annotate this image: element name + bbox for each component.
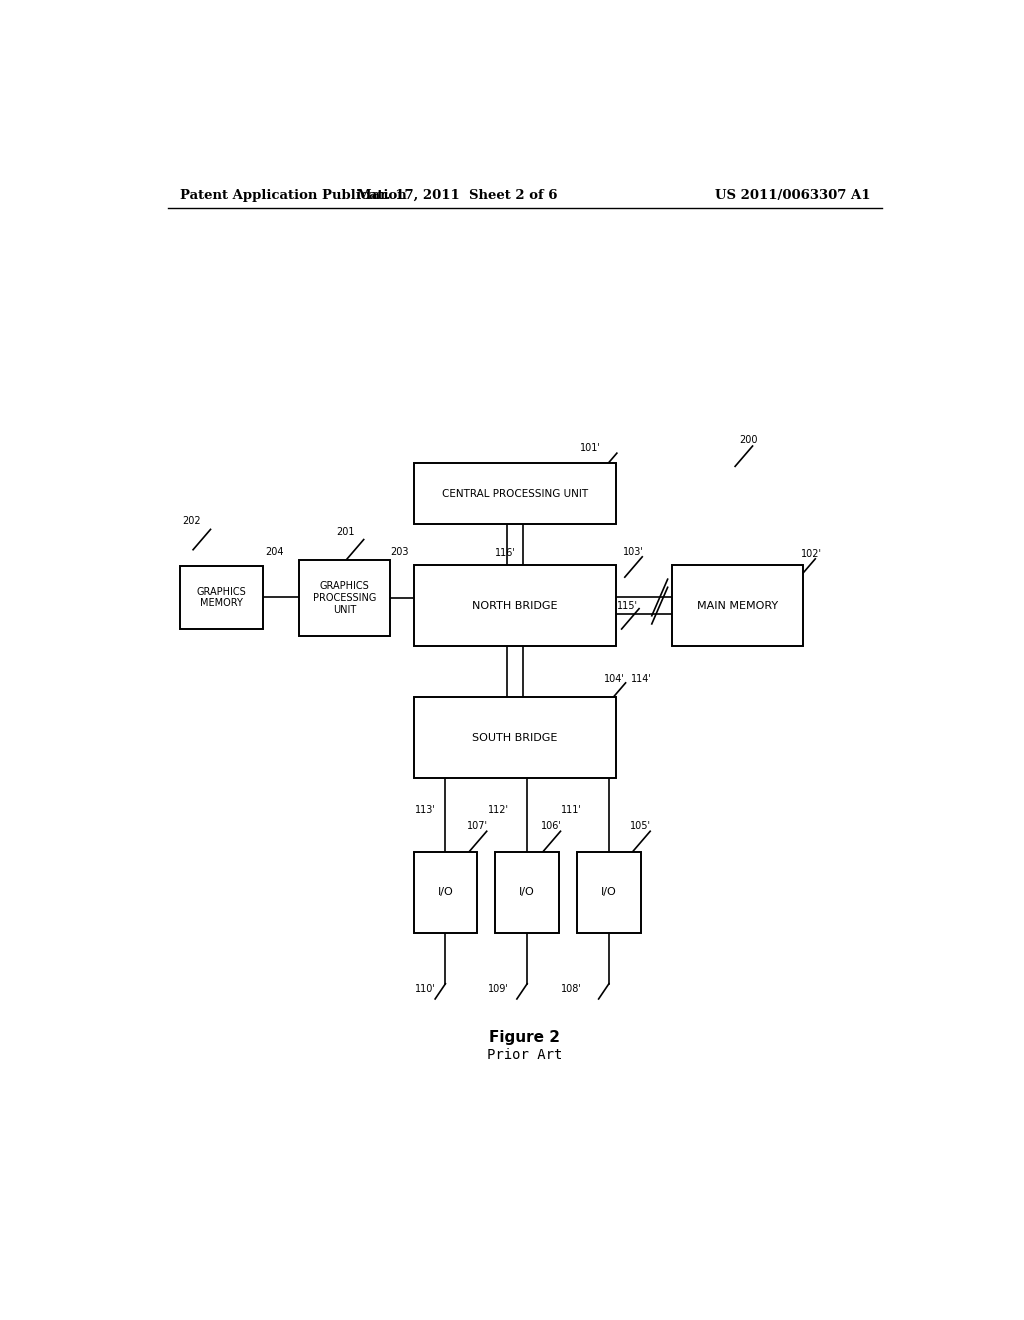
Text: 110': 110' [415,983,435,994]
Bar [672,565,803,647]
Text: 102': 102' [801,549,822,558]
Bar [179,566,263,630]
Text: 200: 200 [739,436,758,445]
Text: GRAPHICS
MEMORY: GRAPHICS MEMORY [197,586,246,609]
Text: 109': 109' [488,983,509,994]
Text: US 2011/0063307 A1: US 2011/0063307 A1 [715,189,870,202]
Text: I/O: I/O [601,887,616,898]
Text: MAIN MEMORY: MAIN MEMORY [696,601,777,611]
Text: 101': 101' [581,444,601,453]
Text: CENTRAL PROCESSING UNIT: CENTRAL PROCESSING UNIT [441,488,588,499]
Text: 202: 202 [182,516,201,527]
Text: I/O: I/O [437,887,454,898]
Text: 112': 112' [488,805,509,814]
Text: 116': 116' [496,548,516,558]
Text: NORTH BRIDGE: NORTH BRIDGE [472,601,558,611]
Bar [578,851,641,933]
Text: SOUTH BRIDGE: SOUTH BRIDGE [472,733,557,743]
Text: GRAPHICS
PROCESSING
UNIT: GRAPHICS PROCESSING UNIT [312,581,376,615]
Bar [414,697,616,779]
Bar [414,463,616,524]
Text: 105': 105' [631,821,651,832]
Text: Figure 2: Figure 2 [489,1030,560,1045]
Text: 111': 111' [561,805,583,814]
Bar [414,565,616,647]
Text: 108': 108' [561,983,583,994]
Text: 203: 203 [390,546,409,557]
Text: Mar. 17, 2011  Sheet 2 of 6: Mar. 17, 2011 Sheet 2 of 6 [357,189,558,202]
Text: Prior Art: Prior Art [487,1048,562,1061]
Text: 106': 106' [541,821,561,832]
Text: I/O: I/O [519,887,536,898]
Bar [496,851,559,933]
Text: 204: 204 [265,546,284,557]
Text: 201: 201 [337,527,355,536]
Text: Patent Application Publication: Patent Application Publication [179,189,407,202]
Text: 107': 107' [467,821,487,832]
Text: 103': 103' [624,546,644,557]
Text: 113': 113' [415,805,435,814]
Text: 115': 115' [616,601,638,611]
Text: 114': 114' [631,675,652,684]
Bar [414,851,477,933]
Bar [299,560,390,636]
Text: 104': 104' [604,675,625,684]
